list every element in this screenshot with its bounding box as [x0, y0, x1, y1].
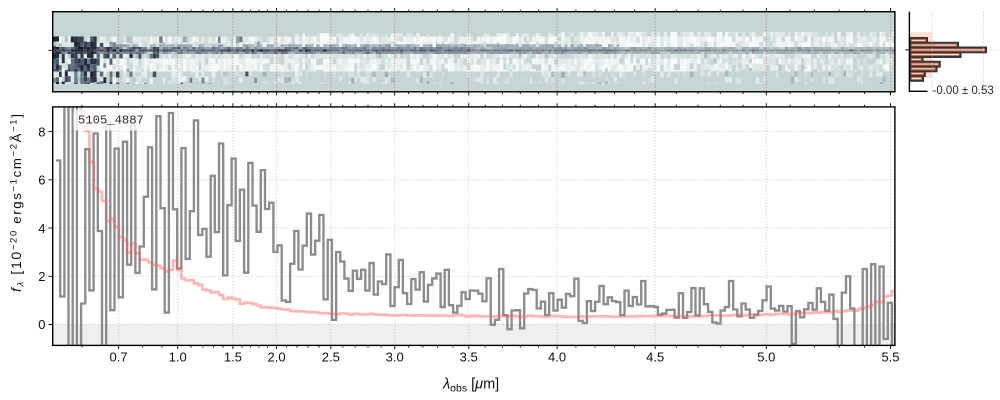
svg-text:0.7: 0.7 — [110, 350, 128, 365]
svg-text:5.5: 5.5 — [881, 350, 899, 365]
svg-text:1.5: 1.5 — [224, 350, 242, 365]
svg-text:5.0: 5.0 — [757, 350, 775, 365]
svg-text:6: 6 — [38, 173, 45, 188]
svg-text:2.5: 2.5 — [322, 350, 340, 365]
svg-text:1.0: 1.0 — [169, 350, 187, 365]
svg-text:8: 8 — [38, 124, 45, 139]
svg-text:-0.00 ± 0.53: -0.00 ± 0.53 — [933, 85, 994, 97]
svg-text:4.5: 4.5 — [646, 350, 664, 365]
svg-text:λobs [μm]: λobs [μm] — [442, 377, 499, 395]
svg-text:3.0: 3.0 — [386, 350, 404, 365]
svg-text:3.5: 3.5 — [460, 350, 478, 365]
svg-text:2: 2 — [38, 269, 45, 284]
svg-text:fλ [10−20 ergs−1cm−2Å−1]: fλ [10−20 ergs−1cm−2Å−1] — [8, 112, 27, 292]
svg-text:0: 0 — [38, 317, 45, 332]
svg-text:4.0: 4.0 — [548, 350, 566, 365]
svg-text:4: 4 — [38, 221, 45, 236]
svg-text:2.0: 2.0 — [268, 350, 286, 365]
svg-text:5105_4887: 5105_4887 — [78, 113, 144, 127]
